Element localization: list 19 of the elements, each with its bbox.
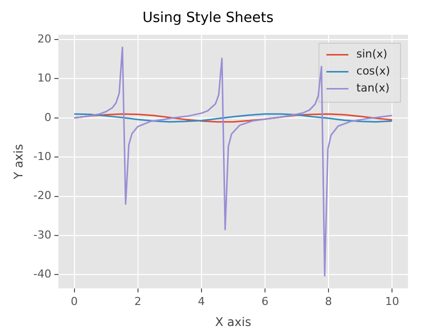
x-tick-label: 6 xyxy=(261,294,268,308)
y-tick-label: 10 xyxy=(37,72,52,85)
chart-title: Using Style Sheets xyxy=(142,10,274,26)
y-tick-label: -20 xyxy=(33,189,52,202)
legend-label: cos(x) xyxy=(356,64,390,78)
x-axis-title: X axis xyxy=(215,314,252,329)
y-tick-label: 20 xyxy=(37,32,52,46)
x-tick-label: 10 xyxy=(385,294,400,308)
y-tick-label: -30 xyxy=(33,228,52,242)
y-tick-label: 0 xyxy=(44,110,52,124)
legend-label: tan(x) xyxy=(356,82,390,95)
x-tick-label: 0 xyxy=(70,294,78,308)
y-tick-label: -10 xyxy=(33,150,52,163)
y-axis-title: Y axis xyxy=(11,144,26,180)
x-tick-label: 8 xyxy=(325,294,332,308)
y-tick-label: -40 xyxy=(33,268,52,281)
legend-label: sin(x) xyxy=(356,48,388,61)
x-tick-label: 4 xyxy=(198,294,205,308)
x-tick-label: 2 xyxy=(134,294,142,308)
